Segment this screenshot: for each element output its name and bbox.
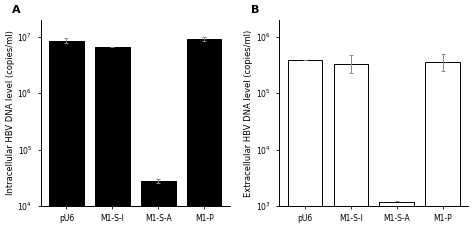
- Bar: [380, 202, 414, 229]
- Y-axis label: Extracellular HBV DNA level (copies/ml): Extracellular HBV DNA level (copies/ml): [244, 29, 253, 196]
- Y-axis label: Intracellular HBV DNA level (copies/ml): Intracellular HBV DNA level (copies/ml): [6, 30, 15, 195]
- Bar: [95, 47, 129, 229]
- Text: B: B: [251, 5, 259, 15]
- Bar: [49, 41, 83, 229]
- Bar: [334, 64, 368, 229]
- Bar: [141, 181, 175, 229]
- Text: A: A: [12, 5, 21, 15]
- Bar: [425, 63, 460, 229]
- Bar: [187, 39, 221, 229]
- Bar: [288, 60, 322, 229]
